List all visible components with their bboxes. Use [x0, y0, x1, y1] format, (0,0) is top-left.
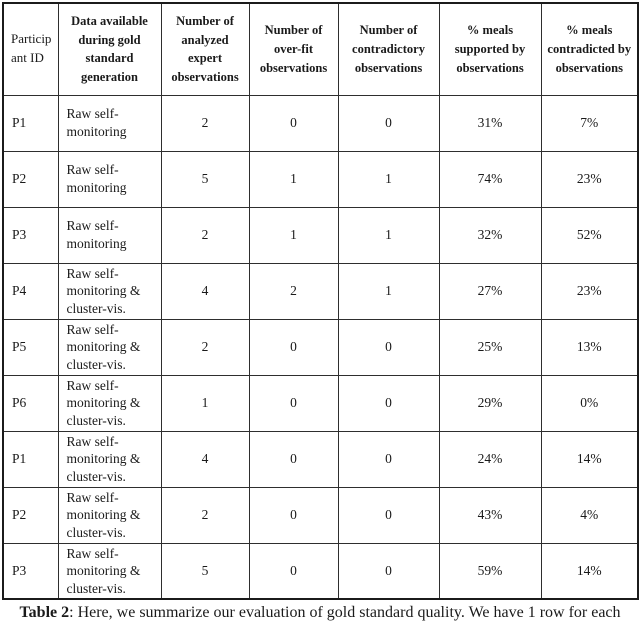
meals-supported-cell: 27% — [438, 262, 542, 320]
meals-contradicted-cell: 7% — [540, 94, 639, 152]
participant-id-cell: P1 — [2, 430, 59, 488]
table-row: P5 Raw self-monitoring & cluster-vis. 2 0 0 2… — [2, 318, 639, 376]
meals-supported-cell: 59% — [438, 542, 542, 600]
column-header-data-available: Data available during gold standard generat… — [57, 2, 162, 96]
meals-supported-cell: 29% — [438, 374, 542, 432]
meals-contradicted-cell: 13% — [540, 318, 639, 376]
overfit-observations-cell: 0 — [248, 374, 339, 432]
meals-contradicted-cell: 14% — [540, 542, 639, 600]
column-header-participant-id: Particip ant ID — [2, 2, 59, 96]
meals-contradicted-cell: 14% — [540, 430, 639, 488]
column-header-analyzed-observations: Number of analyzed expert observations — [160, 2, 250, 96]
table-row: P4 Raw self-monitoring & cluster-vis. 4 2 1 2… — [2, 262, 639, 320]
column-header-overfit-observations: Number of over-fit observations — [248, 2, 339, 96]
meals-supported-cell: 32% — [438, 206, 542, 264]
contradictory-observations-cell: 0 — [337, 94, 440, 152]
analyzed-observations-cell: 2 — [160, 318, 250, 376]
participant-id-cell: P1 — [2, 94, 59, 152]
meals-supported-cell: 31% — [438, 94, 542, 152]
participant-id-cell: P5 — [2, 318, 59, 376]
participant-id-cell: P2 — [2, 486, 59, 544]
analyzed-observations-cell: 5 — [160, 542, 250, 600]
contradictory-observations-cell: 1 — [337, 262, 440, 320]
contradictory-observations-cell: 1 — [337, 206, 440, 264]
table-header-row: Particip ant ID Data available during gold s… — [2, 2, 639, 96]
table-row: P6 Raw self-monitoring & cluster-vis. 1 0 0 2… — [2, 374, 639, 432]
data-available-cell: Raw self-monitoring & cluster-vis. — [57, 486, 162, 544]
overfit-observations-cell: 0 — [248, 94, 339, 152]
table-row: P1 Raw self-monitoring & cluster-vis. 4 0 0 2… — [2, 430, 639, 488]
table-caption-label: Table 2 — [19, 604, 70, 621]
meals-contradicted-cell: 23% — [540, 150, 639, 208]
data-available-cell: Raw self-monitoring — [57, 94, 162, 152]
meals-contradicted-cell: 23% — [540, 262, 639, 320]
contradictory-observations-cell: 0 — [337, 486, 440, 544]
contradictory-observations-cell: 0 — [337, 318, 440, 376]
table-caption: Table 2: Here, we summarize our evaluati… — [0, 603, 640, 622]
participant-id-cell: P2 — [2, 150, 59, 208]
meals-supported-cell: 43% — [438, 486, 542, 544]
meals-contradicted-cell: 4% — [540, 486, 639, 544]
contradictory-observations-cell: 0 — [337, 542, 440, 600]
table-caption-text: : Here, we summarize our evaluation of g… — [69, 604, 621, 621]
overfit-observations-cell: 2 — [248, 262, 339, 320]
overfit-observations-cell: 0 — [248, 318, 339, 376]
table-row: P2 Raw self-monitoring & cluster-vis. 2 0 0 4… — [2, 486, 639, 544]
analyzed-observations-cell: 1 — [160, 374, 250, 432]
data-available-cell: Raw self-monitoring & cluster-vis. — [57, 542, 162, 600]
analyzed-observations-cell: 2 — [160, 94, 250, 152]
contradictory-observations-cell: 1 — [337, 150, 440, 208]
analyzed-observations-cell: 4 — [160, 430, 250, 488]
analyzed-observations-cell: 4 — [160, 262, 250, 320]
table-row: P1 Raw self-monitoring 2 0 0 31% 7% — [2, 94, 639, 152]
meals-contradicted-cell: 0% — [540, 374, 639, 432]
gold-standard-evaluation-table: Particip ant ID Data available during gold s… — [2, 2, 639, 601]
meals-supported-cell: 74% — [438, 150, 542, 208]
table-row: P3 Raw self-monitoring & cluster-vis. 5 0 0 5… — [2, 542, 639, 600]
overfit-observations-cell: 0 — [248, 486, 339, 544]
column-header-meals-contradicted: % meals contradicted by observations — [540, 2, 639, 96]
overfit-observations-cell: 1 — [248, 206, 339, 264]
meals-supported-cell: 25% — [438, 318, 542, 376]
participant-id-cell: P3 — [2, 542, 59, 600]
overfit-observations-cell: 0 — [248, 430, 339, 488]
analyzed-observations-cell: 5 — [160, 150, 250, 208]
data-available-cell: Raw self-monitoring & cluster-vis. — [57, 430, 162, 488]
column-header-meals-supported: % meals supported by observations — [438, 2, 542, 96]
overfit-observations-cell: 0 — [248, 542, 339, 600]
data-available-cell: Raw self-monitoring & cluster-vis. — [57, 374, 162, 432]
participant-id-cell: P3 — [2, 206, 59, 264]
participant-id-cell: P4 — [2, 262, 59, 320]
contradictory-observations-cell: 0 — [337, 430, 440, 488]
analyzed-observations-cell: 2 — [160, 206, 250, 264]
data-available-cell: Raw self-monitoring & cluster-vis. — [57, 262, 162, 320]
contradictory-observations-cell: 0 — [337, 374, 440, 432]
table-row: P2 Raw self-monitoring 5 1 1 74% 23% — [2, 150, 639, 208]
participant-id-cell: P6 — [2, 374, 59, 432]
meals-contradicted-cell: 52% — [540, 206, 639, 264]
overfit-observations-cell: 1 — [248, 150, 339, 208]
table-row: P3 Raw self-monitoring 2 1 1 32% 52% — [2, 206, 639, 264]
data-available-cell: Raw self-monitoring — [57, 206, 162, 264]
data-available-cell: Raw self-monitoring & cluster-vis. — [57, 318, 162, 376]
data-available-cell: Raw self-monitoring — [57, 150, 162, 208]
column-header-contradictory-observations: Number of contradictory observations — [337, 2, 440, 96]
meals-supported-cell: 24% — [438, 430, 542, 488]
analyzed-observations-cell: 2 — [160, 486, 250, 544]
